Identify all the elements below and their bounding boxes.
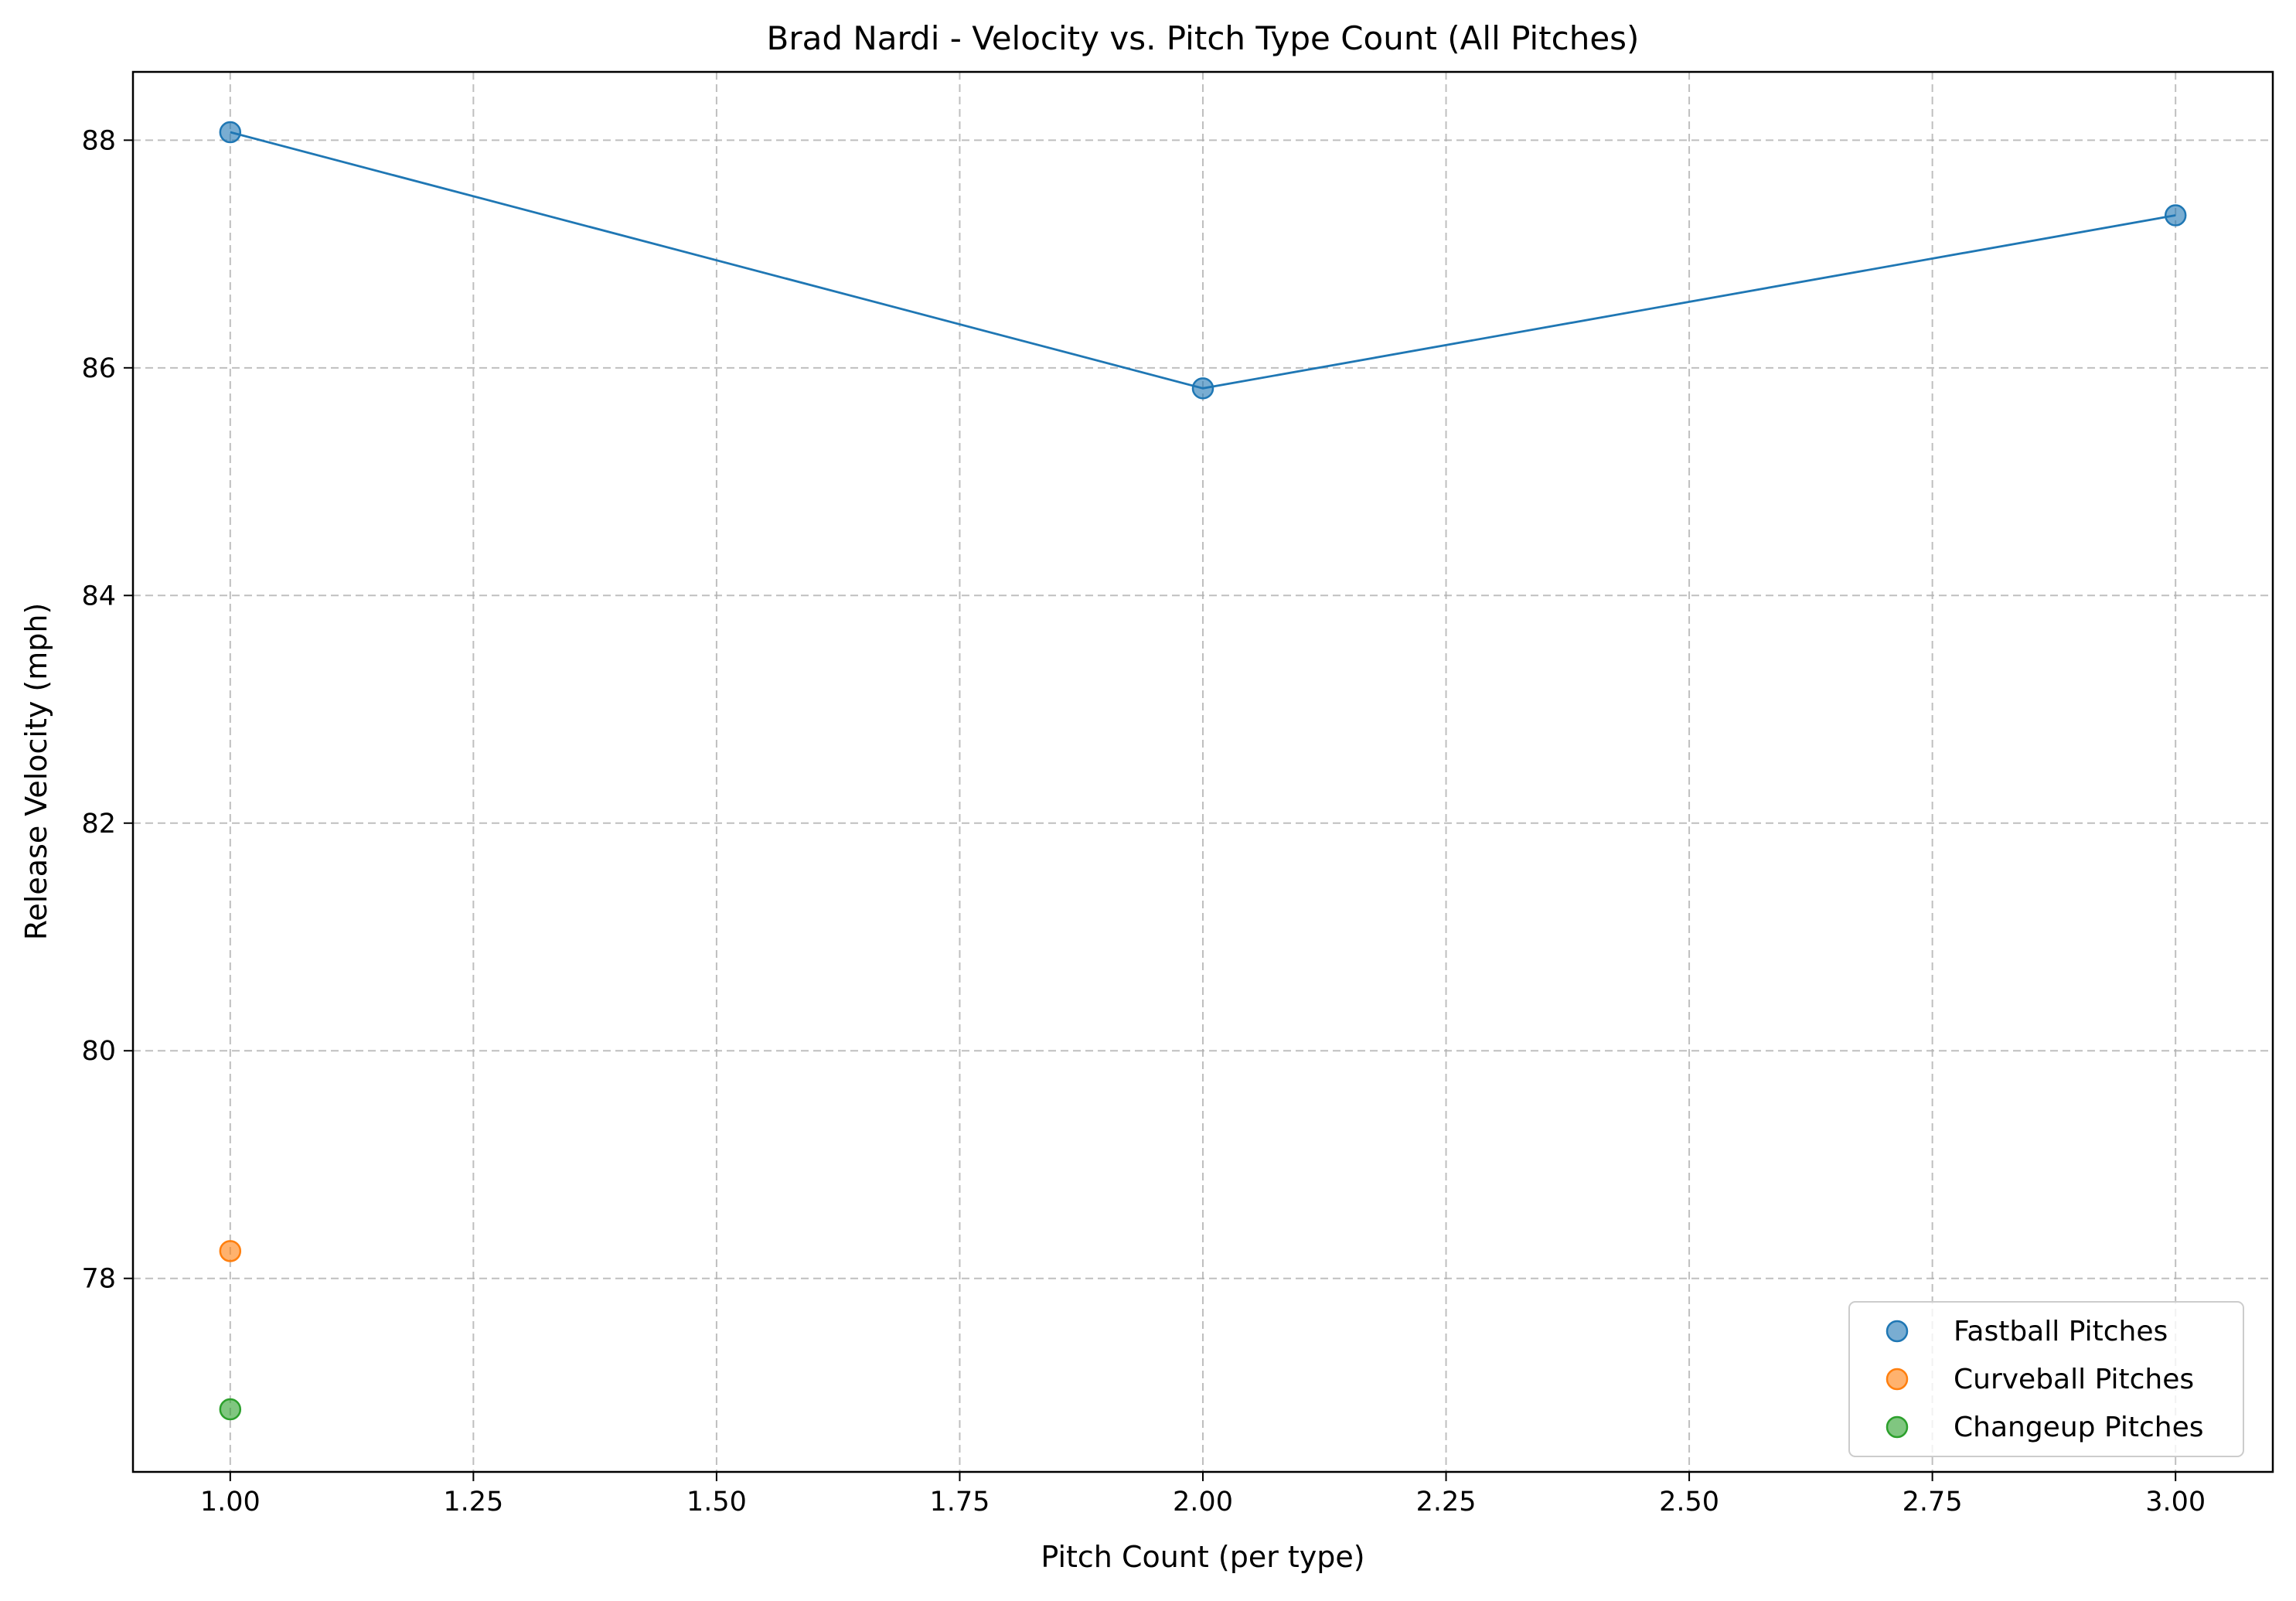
y-tick-label: 86: [81, 353, 116, 384]
x-tick-label: 3.00: [2145, 1487, 2206, 1518]
y-tick-label: 84: [81, 581, 116, 611]
x-tick-label: 2.25: [1416, 1487, 1477, 1518]
chart-title: Brad Nardi - Velocity vs. Pitch Type Cou…: [767, 19, 1640, 57]
axes: 1.00 1.25 1.50 1.75 2.00 2.25 2.50 2.75 3.00 78 80…: [81, 125, 2206, 1518]
series-layer: [219, 121, 2187, 1421]
y-tick-label: 82: [81, 809, 116, 840]
legend-marker-fastball-pitches: [1886, 1320, 1909, 1343]
fastball-pitches-point: [1191, 377, 1214, 400]
y-tick-label: 78: [81, 1264, 116, 1295]
legend-label-curveball-pitches: Curveball Pitches: [1954, 1364, 2194, 1395]
y-tick-label: 88: [81, 125, 116, 156]
x-tick-label: 2.00: [1173, 1487, 1233, 1518]
changeup-pitches-point: [219, 1398, 242, 1421]
x-tick-label: 1.50: [686, 1487, 747, 1518]
legend-box: [1848, 1301, 2244, 1457]
x-tick-label: 2.75: [1903, 1487, 1963, 1518]
x-tick-label: 1.75: [929, 1487, 990, 1518]
y-tick-label: 80: [81, 1036, 116, 1067]
y-axis-label: Release Velocity (mph): [19, 603, 53, 941]
fastball-pitches-point: [219, 121, 242, 144]
legend-label-changeup-pitches: Changeup Pitches: [1954, 1412, 2204, 1443]
legend-marker-curveball-pitches: [1886, 1368, 1909, 1391]
x-tick-label: 1.25: [443, 1487, 503, 1518]
fastball-pitches-point: [2164, 204, 2187, 227]
legend-label-fastball-pitches: Fastball Pitches: [1954, 1316, 2168, 1347]
legend: Fastball Pitches Curveball Pitches Changeu…: [1848, 1301, 2244, 1457]
curveball-pitches-point: [219, 1240, 242, 1262]
legend-marker-changeup-pitches: [1886, 1415, 1909, 1439]
x-tick-label: 2.50: [1659, 1487, 1719, 1518]
x-axis-label: Pitch Count (per type): [1041, 1540, 1364, 1574]
x-tick-label: 1.00: [200, 1487, 261, 1518]
grid: [133, 72, 2273, 1472]
